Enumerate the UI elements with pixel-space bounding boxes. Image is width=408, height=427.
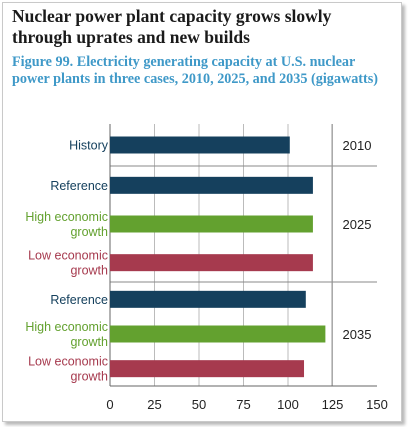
bar-label: History — [69, 139, 109, 153]
x-tick-label: 150 — [366, 397, 388, 412]
bar-history-2010 — [110, 136, 290, 154]
x-tick-label: 25 — [147, 397, 161, 412]
bar-low-economic-growth-2035 — [110, 360, 305, 378]
x-tick-label: 0 — [106, 397, 113, 412]
year-label-2010: 2010 — [343, 138, 372, 153]
bar-label: Low economic growth — [28, 249, 108, 278]
bar-high-economic-growth-2035 — [110, 325, 326, 343]
bar-reference-2025 — [110, 176, 313, 194]
year-label-2025: 2025 — [343, 217, 372, 232]
figure-title: Figure 99. Electricity generating capaci… — [12, 54, 378, 87]
bar-low-economic-growth-2025 — [110, 254, 313, 272]
bar-label: Reference — [50, 179, 108, 193]
x-tick-label: 100 — [277, 397, 299, 412]
headline: Nuclear power plant capacity grows slowl… — [12, 6, 332, 47]
bar-reference-2035 — [110, 290, 306, 308]
bar-label: High economic growth — [25, 320, 108, 349]
bar-high-economic-growth-2025 — [110, 215, 313, 233]
year-label-2035: 2035 — [343, 327, 372, 342]
x-tick-label: 125 — [322, 397, 344, 412]
figure-frame — [2, 2, 402, 422]
bar-label: Reference — [50, 293, 108, 307]
x-tick-label: 50 — [192, 397, 206, 412]
x-tick-label: 75 — [236, 397, 250, 412]
bar-label: Low economic growth — [28, 355, 108, 384]
bar-label: High economic growth — [25, 210, 108, 239]
